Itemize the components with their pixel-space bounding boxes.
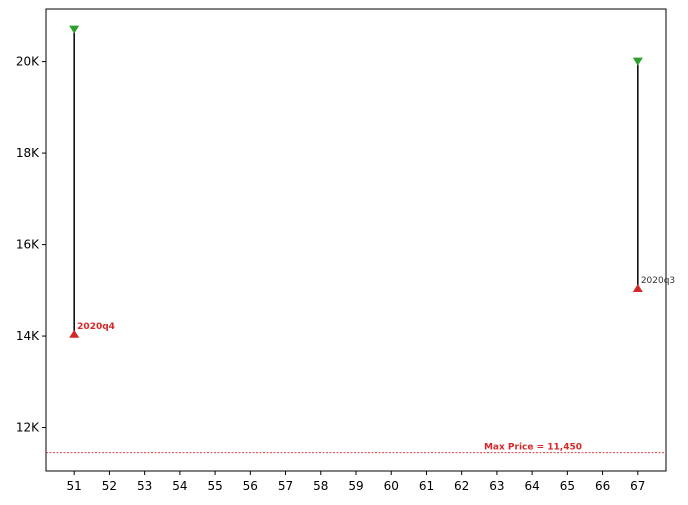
series-layer: 2020q4 2020q3 bbox=[69, 25, 675, 338]
max-price-label: Max Price = 11,450 bbox=[484, 443, 582, 453]
plot-area bbox=[45, 8, 667, 472]
low-marker bbox=[632, 284, 643, 293]
period-label: 2020q3 bbox=[641, 276, 675, 286]
x-tick-label: 61 bbox=[419, 479, 434, 493]
y-tick-label: 16K bbox=[16, 238, 40, 252]
x-tick-label: 66 bbox=[595, 479, 610, 493]
x-tick-label: 54 bbox=[172, 479, 187, 493]
x-tick-label: 53 bbox=[137, 479, 152, 493]
x-tick-label: 51 bbox=[67, 479, 82, 493]
high-marker bbox=[69, 25, 80, 34]
x-tick-label: 57 bbox=[278, 479, 293, 493]
y-tick-label: 20K bbox=[16, 55, 40, 69]
y-axis: 12K 14K 16K 18K 20K bbox=[16, 55, 46, 435]
x-tick-label: 64 bbox=[524, 479, 539, 493]
x-tick-label: 67 bbox=[630, 479, 645, 493]
x-tick-label: 56 bbox=[243, 479, 258, 493]
y-tick-label: 12K bbox=[16, 421, 40, 435]
x-tick-label: 52 bbox=[102, 479, 117, 493]
x-axis: 51 52 53 54 55 56 57 58 59 60 61 62 63 64 65 66 67 bbox=[67, 471, 645, 493]
reference-layer: Max Price = 11,450 bbox=[46, 443, 666, 454]
x-tick-label: 55 bbox=[207, 479, 222, 493]
period-label: 2020q4 bbox=[77, 322, 115, 332]
x-tick-label: 63 bbox=[489, 479, 504, 493]
x-tick-label: 58 bbox=[313, 479, 328, 493]
high-marker bbox=[632, 57, 643, 66]
x-tick-label: 60 bbox=[384, 479, 399, 493]
x-tick-label: 59 bbox=[348, 479, 363, 493]
low-marker bbox=[69, 329, 80, 338]
y-tick-label: 14K bbox=[16, 329, 40, 343]
x-tick-label: 65 bbox=[560, 479, 575, 493]
y-tick-label: 18K bbox=[16, 146, 40, 160]
x-tick-label: 62 bbox=[454, 479, 469, 493]
